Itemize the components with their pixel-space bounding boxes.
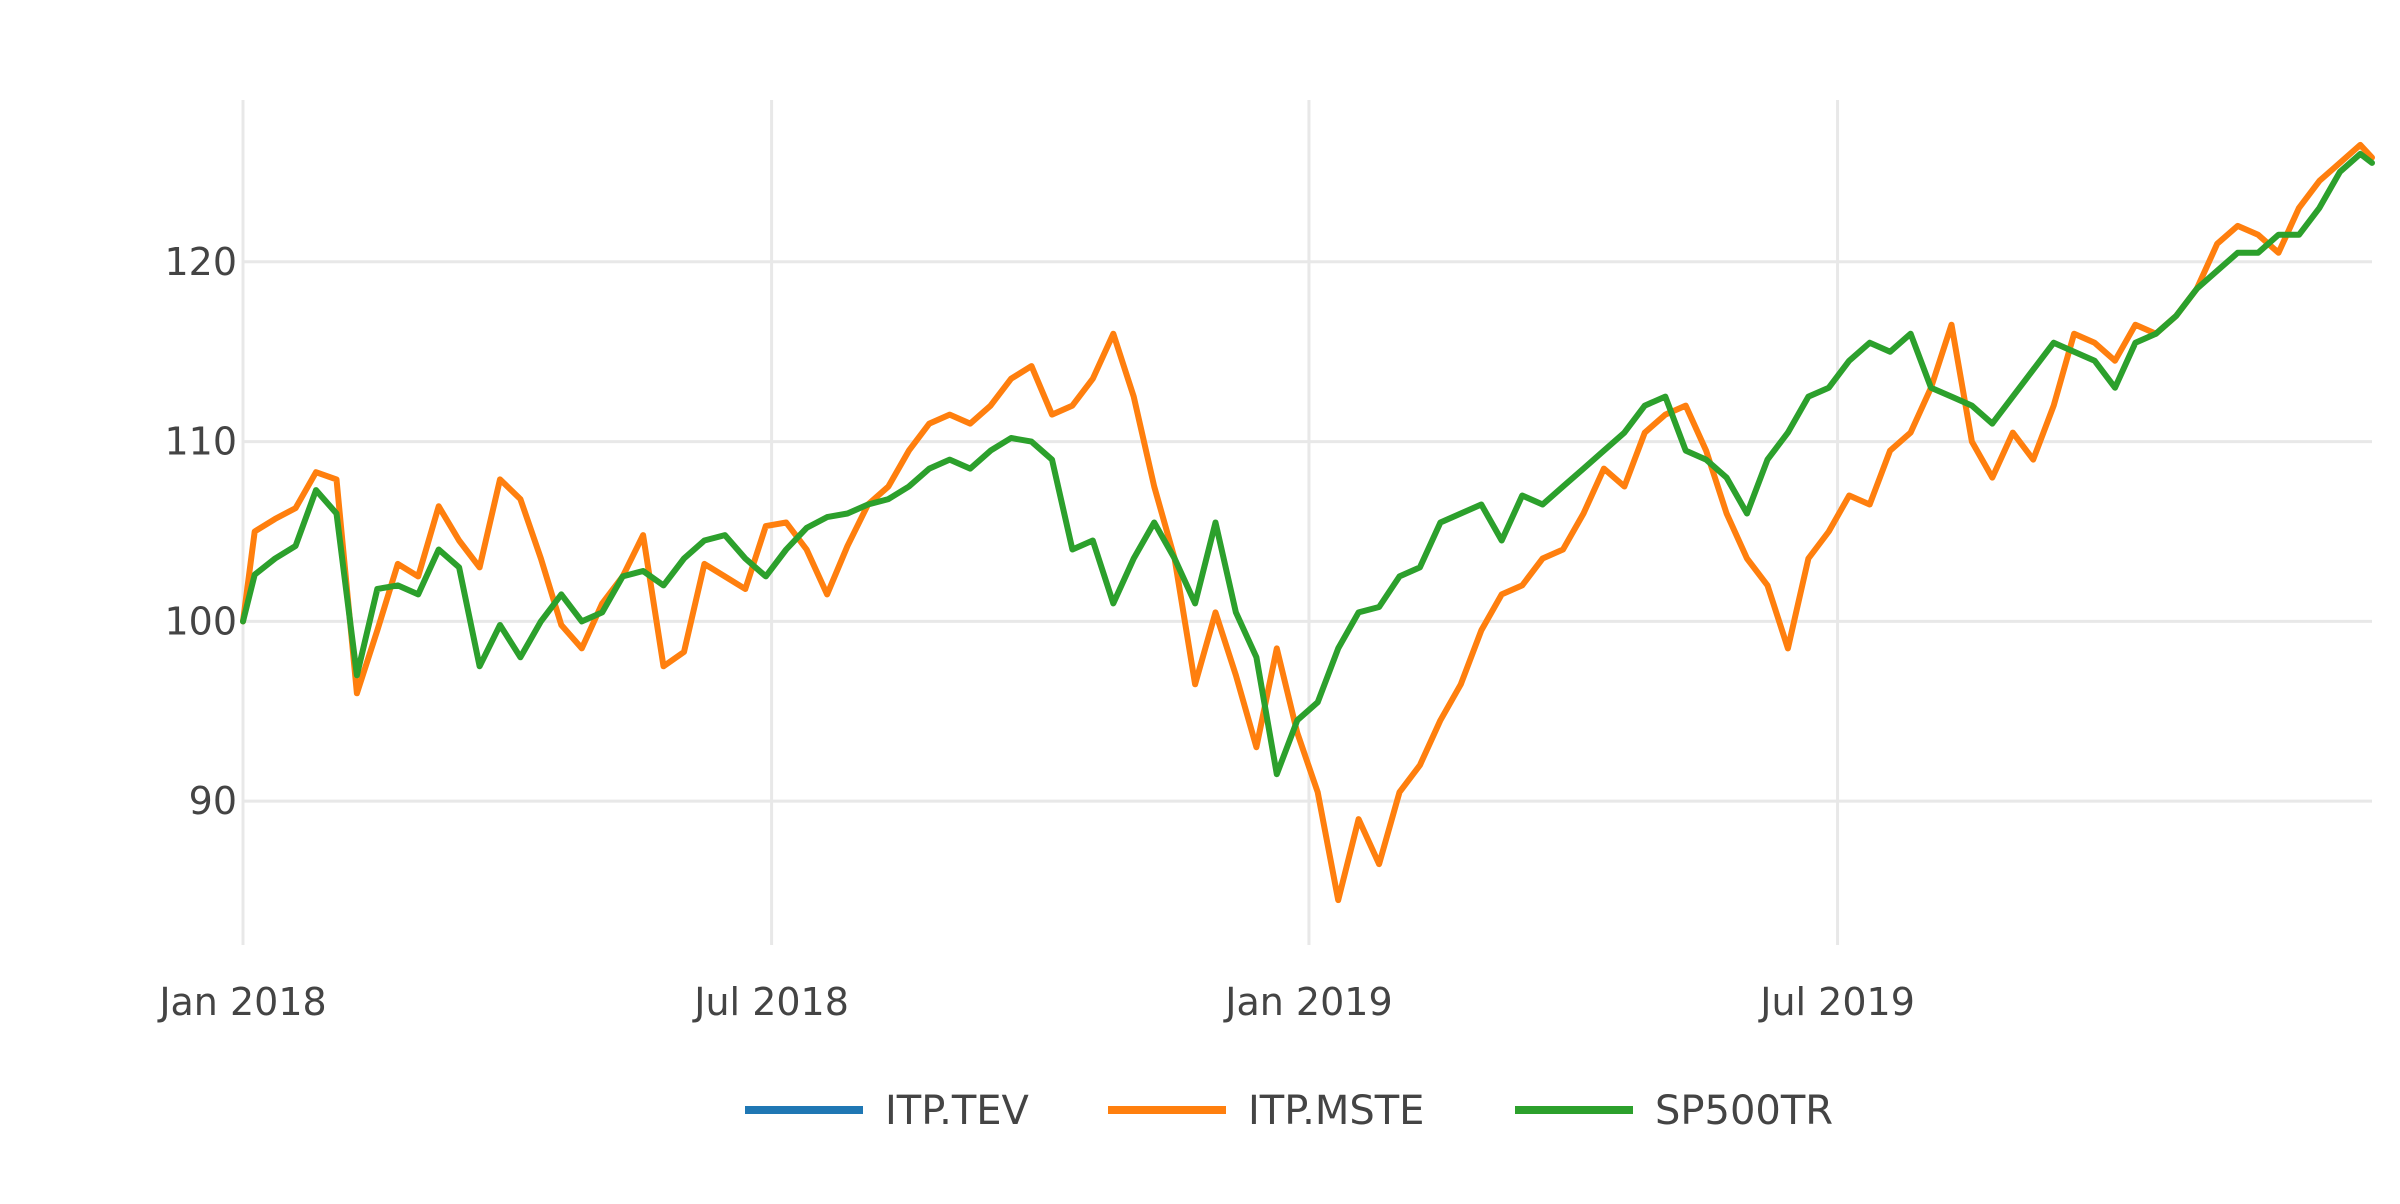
x-tick-label: Jan 2018 xyxy=(157,980,326,1024)
legend-item-itp-mste[interactable]: ITP.MSTE xyxy=(1108,1088,1424,1134)
legend-label: SP500TR xyxy=(1655,1088,1833,1134)
y-tick-label: 120 xyxy=(164,240,237,284)
x-tick-label: Jan 2019 xyxy=(1223,980,1392,1024)
y-tick-label: 110 xyxy=(164,420,237,464)
series-line-itp-mste xyxy=(240,141,2375,904)
legend-item-sp500tr[interactable]: SP500TR xyxy=(1515,1088,1833,1134)
series-line-sp500tr xyxy=(240,150,2375,778)
y-tick-label: 100 xyxy=(164,599,237,643)
x-tick-label: Jul 2018 xyxy=(692,980,849,1024)
legend-label: ITP.MSTE xyxy=(1248,1088,1424,1134)
gridlines xyxy=(241,100,2372,945)
legend-label: ITP.TEV xyxy=(885,1088,1030,1134)
legend[interactable]: ITP.TEV ITP.MSTE SP500TR xyxy=(745,1088,1833,1134)
legend-item-itp-tev[interactable]: ITP.TEV xyxy=(745,1088,1030,1134)
x-tick-label: Jul 2019 xyxy=(1758,980,1915,1024)
x-axis-ticks: Jan 2018 Jul 2018 Jan 2019 Jul 2019 xyxy=(157,980,1915,1024)
y-tick-label: 90 xyxy=(189,779,237,823)
series-lines xyxy=(240,141,2375,904)
y-axis-ticks: 90 100 110 120 xyxy=(164,240,237,823)
